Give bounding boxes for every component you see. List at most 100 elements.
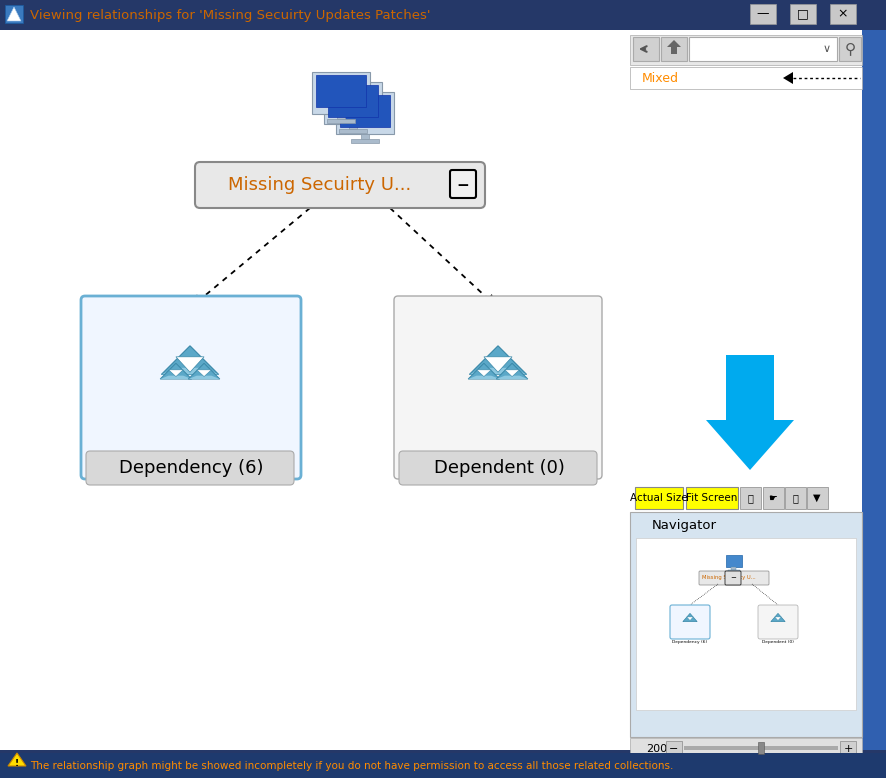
Text: −: − (730, 575, 736, 581)
Text: −: − (456, 177, 470, 192)
Text: 200%: 200% (646, 744, 678, 754)
Text: !: ! (15, 759, 19, 768)
Bar (0, 0, 886, 30)
Bar (636, 538, 856, 710)
Polygon shape (774, 617, 781, 621)
FancyBboxPatch shape (725, 571, 741, 585)
Text: —: — (757, 8, 769, 20)
Bar (862, 30, 886, 750)
Polygon shape (496, 376, 528, 379)
Polygon shape (176, 357, 204, 372)
Text: Mixed: Mixed (642, 72, 679, 85)
Polygon shape (683, 613, 697, 622)
Polygon shape (160, 376, 191, 379)
FancyBboxPatch shape (670, 605, 710, 639)
Bar (633, 37, 659, 61)
Bar (785, 487, 806, 509)
Bar (686, 487, 738, 509)
Bar (731, 567, 736, 570)
Bar (630, 738, 862, 760)
Text: □: □ (797, 8, 809, 20)
Text: Viewing relationships for 'Missing Secuirty Updates Patches': Viewing relationships for 'Missing Secui… (30, 9, 431, 22)
Bar (5, 5, 23, 23)
Text: Fit Screen: Fit Screen (687, 493, 738, 503)
Polygon shape (168, 370, 183, 377)
Text: ☛: ☛ (769, 493, 777, 503)
Polygon shape (197, 370, 212, 377)
Bar (324, 82, 382, 124)
Bar (327, 119, 355, 123)
Text: Dependency (6): Dependency (6) (672, 640, 708, 644)
FancyBboxPatch shape (450, 170, 476, 198)
Bar (671, 47, 677, 54)
Polygon shape (161, 368, 219, 374)
Polygon shape (706, 355, 794, 470)
Polygon shape (771, 613, 785, 622)
Bar (351, 139, 379, 143)
Bar (763, 487, 784, 509)
Bar (340, 95, 390, 127)
Polygon shape (189, 363, 220, 379)
Bar (726, 555, 742, 567)
Bar (361, 134, 369, 139)
Bar (630, 67, 862, 89)
Polygon shape (667, 40, 681, 47)
Bar (635, 487, 683, 509)
FancyBboxPatch shape (86, 451, 294, 485)
Text: Dependent (0): Dependent (0) (433, 459, 564, 477)
Bar (337, 114, 345, 119)
Bar (312, 72, 370, 114)
Polygon shape (783, 72, 793, 84)
Text: ⚲: ⚲ (844, 41, 856, 57)
Text: The relationship graph might be showed incompletely if you do not have permissio: The relationship graph might be showed i… (30, 761, 673, 771)
Bar (839, 37, 861, 61)
Text: ×: × (838, 8, 848, 20)
Polygon shape (496, 363, 528, 379)
Bar (630, 512, 862, 737)
Polygon shape (484, 357, 512, 372)
Bar (750, 4, 776, 24)
Bar (830, 4, 856, 24)
Text: ∨: ∨ (823, 44, 831, 54)
Bar (684, 746, 838, 750)
Bar (661, 37, 687, 61)
Bar (666, 741, 682, 757)
Polygon shape (470, 368, 526, 374)
Polygon shape (8, 753, 26, 766)
Bar (349, 124, 357, 129)
Bar (630, 35, 862, 65)
Bar (328, 85, 378, 117)
Bar (790, 4, 816, 24)
Polygon shape (160, 363, 191, 379)
Text: Dependency (6): Dependency (6) (119, 459, 263, 477)
Polygon shape (161, 345, 219, 374)
Bar (758, 742, 764, 754)
Bar (840, 741, 856, 757)
Text: −: − (669, 744, 679, 754)
Polygon shape (470, 345, 526, 374)
Polygon shape (505, 370, 519, 377)
Bar (0, 753, 886, 778)
Polygon shape (687, 617, 694, 621)
Text: +: + (843, 744, 852, 754)
Text: 🖨: 🖨 (747, 493, 753, 503)
Polygon shape (7, 7, 21, 21)
Text: 🔍: 🔍 (792, 493, 798, 503)
Text: Missing Secuirty U...: Missing Secuirty U... (703, 576, 756, 580)
Polygon shape (468, 376, 500, 379)
Polygon shape (477, 370, 491, 377)
Text: Dependent (0): Dependent (0) (762, 640, 794, 644)
Polygon shape (190, 294, 205, 308)
Polygon shape (484, 294, 498, 308)
FancyBboxPatch shape (394, 296, 602, 479)
Text: ▼: ▼ (813, 493, 820, 503)
FancyBboxPatch shape (399, 451, 597, 485)
FancyBboxPatch shape (699, 571, 769, 585)
FancyBboxPatch shape (81, 296, 301, 479)
Bar (316, 75, 366, 107)
Text: Navigator: Navigator (652, 520, 717, 532)
FancyBboxPatch shape (195, 162, 485, 208)
Bar (689, 37, 837, 61)
Polygon shape (468, 363, 500, 379)
Bar (807, 487, 828, 509)
